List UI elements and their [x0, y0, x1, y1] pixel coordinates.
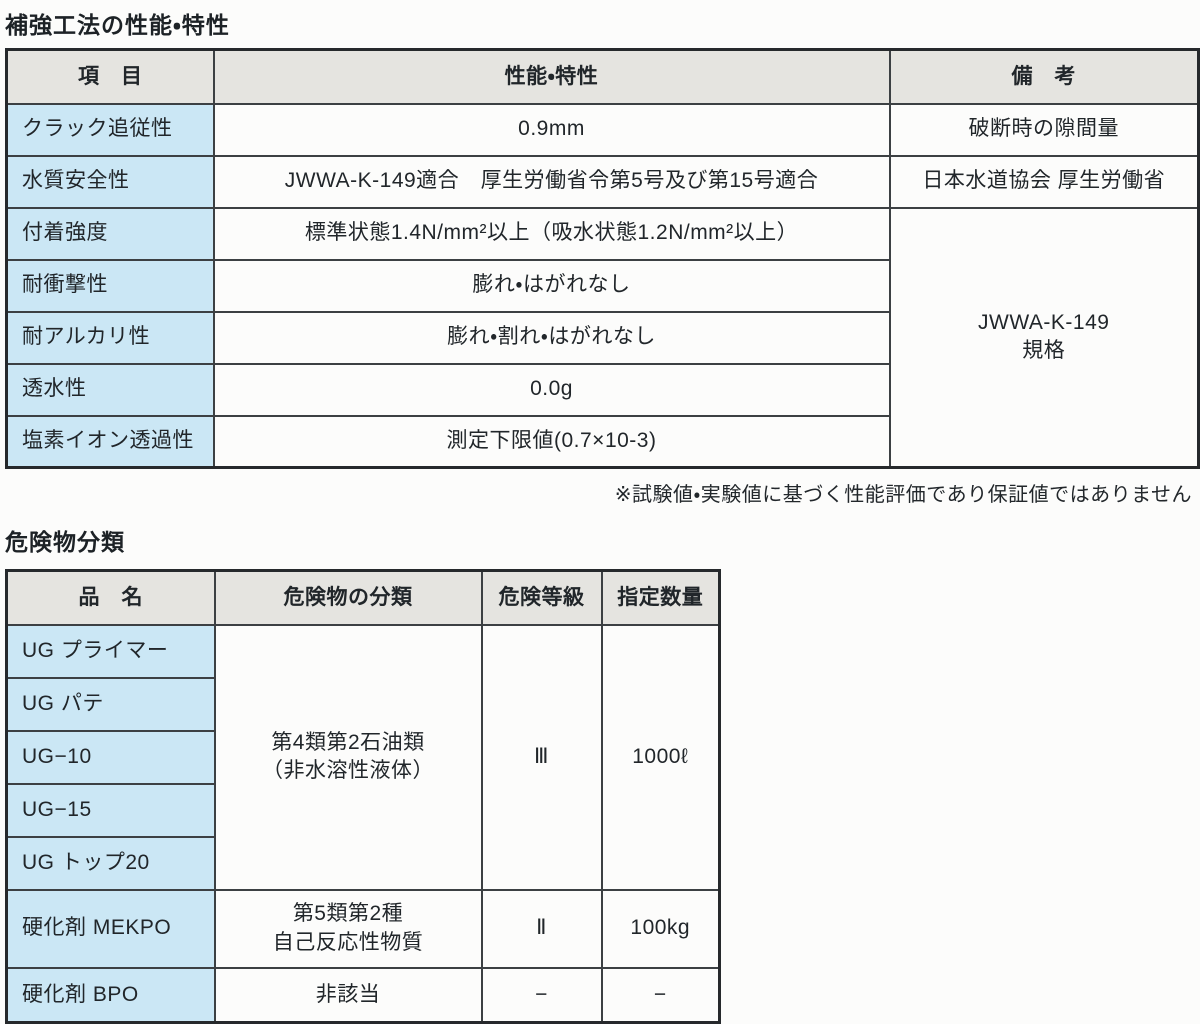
header-hazard-class: 危険物の分類: [213, 569, 483, 626]
merged-quantity-cell: 1000ℓ: [600, 623, 721, 891]
row-value-cell: 膨れ・はがれなし: [212, 258, 891, 313]
row-item-cell: UG プライマー: [5, 623, 216, 679]
row-item-cell: クラック追従性: [5, 102, 215, 157]
row-item-cell: 硬化剤 BPO: [5, 966, 216, 1024]
hazard-table-header-row: 品 名 危険物の分類 危険等級 指定数量: [5, 569, 721, 626]
table-row-ug-primer: UG プライマー 第4類第2石油類 （非水溶性液体） Ⅲ 1000ℓ: [5, 623, 721, 891]
table-row-ug-15: UG−15: [5, 782, 720, 838]
row-note-cell: 破断時の隙間量: [888, 102, 1200, 157]
table-row-permeability: 透水性 0.0g: [5, 362, 1199, 417]
row-item-cell: UG トップ20: [5, 835, 216, 891]
row-value-cell: 0.9mm: [212, 102, 891, 157]
row-item-cell: UG−10: [5, 729, 216, 785]
row-item-cell: 透水性: [5, 362, 215, 417]
header-remarks: 備 考: [888, 48, 1200, 105]
table-row-alkali: 耐アルカリ性 膨れ・割れ・はがれなし: [5, 310, 1199, 365]
merged-classification-cell: 第4類第2石油類 （非水溶性液体）: [213, 623, 483, 891]
row-item-cell: 耐アルカリ性: [5, 310, 215, 365]
header-product-name: 品 名: [5, 569, 216, 626]
header-designated-quantity: 指定数量: [600, 569, 721, 626]
row-value-cell: 標準状態1.4N/mm²以上（吸水状態1.2N/mm²以上）: [212, 206, 891, 261]
row-value-cell: 膨れ・割れ・はがれなし: [212, 310, 891, 365]
table-row-ug-10: UG−10: [5, 729, 720, 785]
row-quantity-cell: 100kg: [600, 888, 721, 969]
row-grade-cell: Ⅱ: [480, 888, 603, 969]
table-row-ug-top20: UG トップ20: [5, 835, 720, 891]
table-row-chloride: 塩素イオン透過性 測定下限値(0.7×10-3): [5, 414, 1199, 469]
row-item-cell: 耐衝撃性: [5, 258, 215, 313]
row-note-cell: 日本水道協会 厚生労働省: [888, 154, 1200, 209]
row-item-cell: 塩素イオン透過性: [5, 414, 215, 469]
row-item-cell: UG−15: [5, 782, 216, 838]
table-row-crack: クラック追従性 0.9mm 破断時の隙間量: [5, 102, 1200, 157]
merged-note-cell: JWWA-K-149 規格: [888, 206, 1200, 469]
row-item-cell: 付着強度: [5, 206, 215, 261]
row-grade-cell: −: [480, 966, 603, 1024]
row-value-cell: JWWA-K-149適合 厚生労働省令第5号及び第15号適合: [212, 154, 891, 209]
header-hazard-grade: 危険等級: [480, 569, 603, 626]
table-row-impact: 耐衝撃性 膨れ・はがれなし: [5, 258, 1199, 313]
row-value-cell: 測定下限値(0.7×10-3): [212, 414, 891, 469]
merged-grade-cell: Ⅲ: [480, 623, 603, 891]
section2-title: 危険物分類: [5, 529, 125, 555]
table-row-water-quality: 水質安全性 JWWA-K-149適合 厚生労働省令第5号及び第15号適合 日本水…: [5, 154, 1200, 209]
section1-title: 補強工法の性能・特性: [5, 12, 230, 38]
performance-table: 項 目 性能・特性 備 考 クラック追従性 0.9mm 破断時の隙間量 水質安全…: [5, 48, 1200, 469]
table-row-adhesion: 付着強度 標準状態1.4N/mm²以上（吸水状態1.2N/mm²以上） JWWA…: [5, 206, 1200, 469]
row-quantity-cell: −: [600, 966, 721, 1024]
row-classification-cell: 非該当: [213, 966, 483, 1024]
table-row-mekpo: 硬化剤 MEKPO 第5類第2種 自己反応性物質 Ⅱ 100kg: [5, 888, 721, 969]
row-classification-cell: 第5類第2種 自己反応性物質: [213, 888, 483, 969]
scanned-document-page: 補強工法の性能・特性 項 目 性能・特性 備 考 クラック追従性 0.9mm 破…: [5, 12, 1200, 1024]
table-row-bpo: 硬化剤 BPO 非該当 − −: [5, 966, 721, 1024]
performance-table-header-row: 項 目 性能・特性 備 考: [5, 48, 1200, 105]
row-value-cell: 0.0g: [212, 362, 891, 417]
header-item: 項 目: [5, 48, 215, 105]
footnote-text: ※試験値・実験値に基づく性能評価であり保証値ではありません: [614, 484, 1192, 506]
row-item-cell: 水質安全性: [5, 154, 215, 209]
row-item-cell: 硬化剤 MEKPO: [5, 888, 216, 969]
table-row-ug-putty: UG パテ: [5, 676, 720, 732]
header-performance: 性能・特性: [212, 48, 891, 105]
hazard-classification-table: 品 名 危険物の分類 危険等級 指定数量 UG プライマー 第4類第2石油類 （…: [5, 569, 721, 1024]
row-item-cell: UG パテ: [5, 676, 216, 732]
